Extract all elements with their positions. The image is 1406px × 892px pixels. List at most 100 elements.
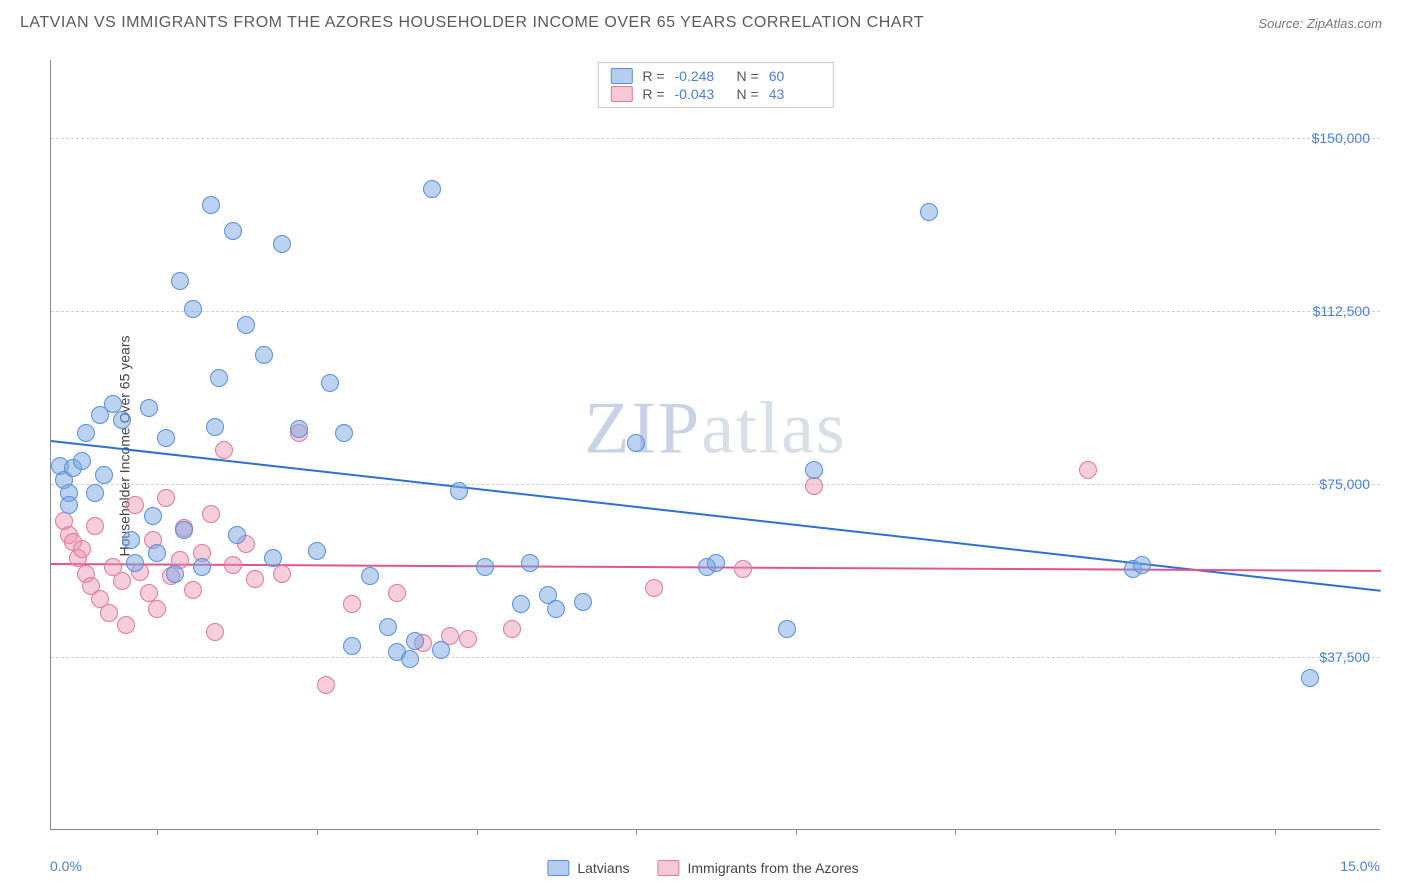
swatch-blue-icon [547,860,569,876]
data-point-blue [193,558,211,576]
data-point-blue [574,593,592,611]
data-point-blue [432,641,450,659]
data-point-blue [157,429,175,447]
n-label: N = [737,86,759,102]
data-point-blue [521,554,539,572]
data-point-blue [707,554,725,572]
grid-line [51,138,1380,139]
data-point-pink [117,616,135,634]
data-point-blue [627,434,645,452]
data-point-blue [148,544,166,562]
data-point-blue [450,482,468,500]
x-axis-min-label: 0.0% [50,858,82,874]
grid-line [51,657,1380,658]
data-point-blue [144,507,162,525]
watermark-atlas: atlas [701,388,847,470]
data-point-blue [361,567,379,585]
x-tick [1275,829,1276,835]
r-value-blue: -0.248 [675,68,727,84]
y-tick-label: $112,500 [1313,303,1370,319]
data-point-blue [1133,556,1151,574]
data-point-pink [459,630,477,648]
data-point-blue [210,369,228,387]
y-tick-label: $150,000 [1312,130,1370,146]
source-value: ZipAtlas.com [1307,16,1382,31]
data-point-blue [77,424,95,442]
stats-row-pink: R = -0.043 N = 43 [610,85,820,103]
watermark-zip: ZIP [584,388,701,470]
data-point-blue [547,600,565,618]
data-point-blue [224,222,242,240]
data-point-blue [171,272,189,290]
data-point-pink [73,540,91,558]
data-point-pink [343,595,361,613]
source-label: Source: [1258,16,1303,31]
swatch-pink-icon [610,86,632,102]
data-point-pink [202,505,220,523]
data-point-blue [166,565,184,583]
data-point-blue [264,549,282,567]
data-point-blue [113,411,131,429]
data-point-blue [95,466,113,484]
data-point-pink [126,496,144,514]
data-point-pink [184,581,202,599]
data-point-blue [476,558,494,576]
swatch-blue-icon [610,68,632,84]
y-tick-label: $37,500 [1319,649,1370,665]
data-point-pink [805,477,823,495]
plot-area: ZIPatlas R = -0.248 N = 60 R = -0.043 N … [50,60,1380,830]
data-point-pink [1079,461,1097,479]
data-point-blue [920,203,938,221]
n-label: N = [737,68,759,84]
data-point-blue [1301,669,1319,687]
data-point-blue [73,452,91,470]
x-tick [796,829,797,835]
data-point-blue [778,620,796,638]
legend-label-blue: Latvians [577,860,629,876]
data-point-pink [388,584,406,602]
n-value-blue: 60 [769,68,821,84]
data-point-blue [321,374,339,392]
data-point-pink [224,556,242,574]
correlation-stats-box: R = -0.248 N = 60 R = -0.043 N = 43 [597,62,833,108]
chart-title: LATVIAN VS IMMIGRANTS FROM THE AZORES HO… [20,14,924,32]
data-point-blue [228,526,246,544]
x-axis-max-label: 15.0% [1340,858,1380,874]
data-point-blue [255,346,273,364]
r-value-pink: -0.043 [675,86,727,102]
data-point-blue [335,424,353,442]
data-point-blue [206,418,224,436]
data-point-blue [140,399,158,417]
r-label: R = [642,86,664,102]
data-point-pink [734,560,752,578]
data-point-blue [290,420,308,438]
data-point-blue [202,196,220,214]
source-attribution: Source: ZipAtlas.com [1258,16,1382,31]
grid-line [51,484,1380,485]
data-point-pink [113,572,131,590]
data-point-blue [237,316,255,334]
watermark: ZIPatlas [584,387,847,472]
grid-line [51,311,1380,312]
data-point-blue [126,554,144,572]
data-point-pink [157,489,175,507]
data-point-blue [60,496,78,514]
data-point-blue [86,484,104,502]
y-tick-label: $75,000 [1319,476,1370,492]
x-tick [636,829,637,835]
data-point-blue [122,531,140,549]
x-tick [157,829,158,835]
data-point-blue [184,300,202,318]
data-point-pink [317,676,335,694]
swatch-pink-icon [657,860,679,876]
x-tick [1115,829,1116,835]
data-point-blue [308,542,326,560]
data-point-pink [206,623,224,641]
x-tick [477,829,478,835]
data-point-pink [645,579,663,597]
data-point-blue [401,650,419,668]
x-tick [955,829,956,835]
data-point-pink [148,600,166,618]
data-point-blue [343,637,361,655]
data-point-blue [175,521,193,539]
